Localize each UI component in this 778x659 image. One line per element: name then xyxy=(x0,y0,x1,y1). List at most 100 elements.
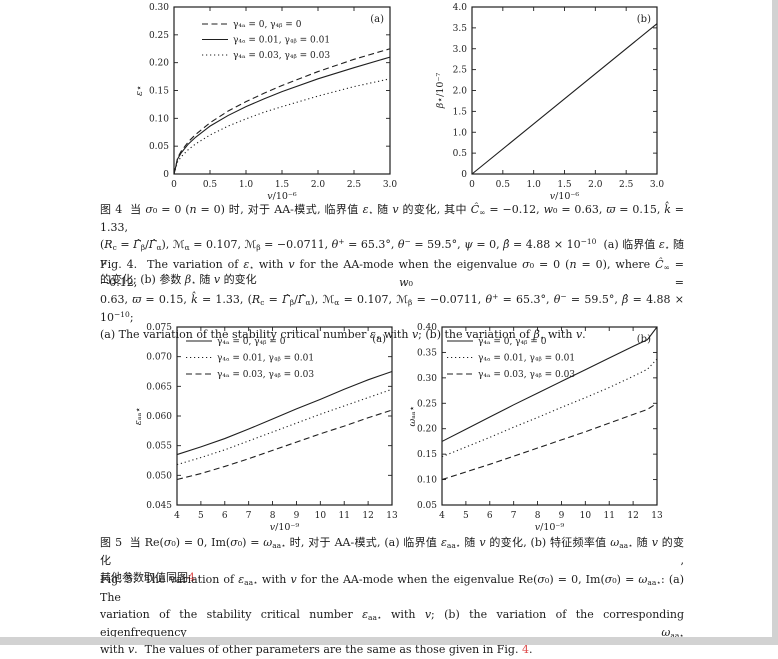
fig4-reference-link[interactable]: 4 xyxy=(188,571,195,584)
y-tick-label: 0.15 xyxy=(149,87,169,97)
legend-label: γ₄ₐ = 0.03, γ₄ᵦ = 0.03 xyxy=(217,370,314,380)
y-tick-label: 0.15 xyxy=(417,450,437,460)
legend: γ₄ₐ = 0, γ₄ᵦ = 0 γ₄ₐ = 0.01, γ₄ᵦ = 0.01 γ₄… xyxy=(447,337,575,380)
y-tick-label: 0.10 xyxy=(149,114,169,124)
series-dashed xyxy=(176,409,393,481)
y-tick-label: 0.065 xyxy=(146,382,172,392)
caption-line: (a) The variation of the stability criti… xyxy=(100,328,586,342)
x-tick-label: 7 xyxy=(246,511,252,521)
figure4-panel-b-chart: 0 0.5 1.0 1.5 2.0 2.5 3.0 0 0.5 1.0 1.5 2.0 2.5 3.0 3.… xyxy=(435,3,665,200)
y-tick-label: 3.0 xyxy=(453,45,468,55)
y-axis-label: εₐₐ⋆ xyxy=(133,407,144,425)
legend-label: γ₄ₐ = 0, γ₄ᵦ = 0 xyxy=(217,337,286,347)
figure5-caption-chinese: 图 5 当 Re(σ₀) = 0, Im(σ₀) = ωaa⋆ 时, 对于 AA… xyxy=(100,534,684,587)
y-tick-label: 2.0 xyxy=(453,87,468,97)
x-tick-label: 10 xyxy=(315,511,327,521)
x-tick-label: 0 xyxy=(469,180,475,190)
x-tick-label: 9 xyxy=(559,511,565,521)
y-tick-label: 0.050 xyxy=(146,471,172,481)
plot-frame xyxy=(173,6,391,175)
y-tick-label: 0.075 xyxy=(146,323,172,333)
caption-line: 图 5 当 Re(σ₀) = 0, Im(σ₀) = ωaa⋆ 时, 对于 AA… xyxy=(100,536,685,567)
y-tick-label: 0.055 xyxy=(146,442,172,452)
figure4-panel-a-chart: 0 0.5 1.0 1.5 2.0 2.5 3.0 0 0.05 0.10 0.15 0.20 0.25… xyxy=(134,3,397,200)
series-solid xyxy=(176,370,393,456)
y-tick-label: 0.05 xyxy=(417,501,437,511)
x-axis-label: v/10⁻⁶ xyxy=(267,191,297,200)
y-tick-label: 0.070 xyxy=(146,353,172,363)
legend-label: γ₄ₐ = 0, γ₄ᵦ = 0 xyxy=(233,20,302,30)
x-tick-label: 2.0 xyxy=(588,180,603,190)
x-tick-label: 0.5 xyxy=(203,180,218,190)
x-tick-label: 6 xyxy=(487,511,493,521)
x-tick-label: 4 xyxy=(174,511,180,521)
figure5-panel-a-chart: 4 5 6 7 8 9 10 11 12 13 0.045 0.050 0.055 0.060 0.065 0… xyxy=(133,323,398,532)
viewer-edge-right xyxy=(772,0,778,645)
caption-line: (Rc = Γ̂β/Γ̂α), ℳα = 0.107, ℳβ = −0.0711… xyxy=(100,237,684,269)
legend: γ₄ₐ = 0, γ₄ᵦ = 0 γ₄ₐ = 0.01, γ₄ᵦ = 0.01 γ₄… xyxy=(186,337,314,380)
x-tick-label: 9 xyxy=(294,511,300,521)
x-axis-label: v/10⁻⁹ xyxy=(270,522,300,532)
x-tick-label: 8 xyxy=(535,511,541,521)
y-tick-label: 0.045 xyxy=(146,501,172,511)
series-dotted xyxy=(176,388,393,466)
panel-label: (b) xyxy=(637,14,651,25)
caption-line: 图 4 当 σ₀ = 0 (n = 0) 时, 对于 AA-模式, 临界值 ε⋆… xyxy=(100,203,685,234)
x-tick-label: 2.5 xyxy=(347,180,362,190)
x-tick-label: 10 xyxy=(580,511,592,521)
x-tick-label: 1.5 xyxy=(275,180,290,190)
y-axis-label: ε⋆ xyxy=(134,85,145,96)
series-dotted xyxy=(441,358,658,458)
y-tick-label: 2.5 xyxy=(453,66,468,76)
y-tick-label: 0.40 xyxy=(417,323,437,333)
figure4-caption-chinese: 图 4 当 σ₀ = 0 (n = 0) 时, 对于 AA-模式, 临界值 ε⋆… xyxy=(100,201,684,289)
y-tick-label: 0.35 xyxy=(417,348,437,358)
tick-labels: 0 0.5 1.0 1.5 2.0 2.5 3.0 0 0.5 1.0 1.5 2.0 2.5 3.0 3.… xyxy=(453,3,665,190)
caption-line: Fig. 5. The variation of εaa⋆ with v for… xyxy=(100,573,685,604)
caption-line: 其他参数取值同图4 xyxy=(100,571,195,584)
x-tick-label: 3.0 xyxy=(650,180,665,190)
panel-label: (a) xyxy=(372,334,386,345)
axis-ticks xyxy=(471,6,658,175)
x-tick-label: 12 xyxy=(362,511,373,521)
y-tick-label: 1.0 xyxy=(453,128,468,138)
figure5-panel-b-chart: 4 5 6 7 8 9 10 11 12 13 0.05 0.10 0.15 0.20 0.25 0.30 0.… xyxy=(407,323,663,532)
y-tick-label: 0.5 xyxy=(453,149,468,159)
x-tick-label: 11 xyxy=(338,511,349,521)
x-tick-label: 7 xyxy=(511,511,517,521)
y-tick-label: 0.05 xyxy=(149,142,169,152)
tick-labels: 4 5 6 7 8 9 10 11 12 13 0.05 0.10 0.15 0.20 0.25 0.30 0.… xyxy=(417,323,663,521)
x-tick-label: 3.0 xyxy=(383,180,398,190)
x-tick-label: 12 xyxy=(627,511,638,521)
y-tick-label: 0.30 xyxy=(149,3,169,13)
tick-labels: 0 0.5 1.0 1.5 2.0 2.5 3.0 0 0.05 0.10 0.15 0.20 0.25… xyxy=(149,3,397,190)
axis-ticks xyxy=(441,326,658,506)
x-tick-label: 2.5 xyxy=(619,180,634,190)
axis-ticks xyxy=(173,6,391,175)
plot-frame xyxy=(441,326,658,506)
legend-label: γ₄ₐ = 0.01, γ₄ᵦ = 0.01 xyxy=(478,354,575,364)
series-dashed xyxy=(173,48,391,175)
series-solid xyxy=(471,23,658,175)
x-tick-label: 13 xyxy=(386,511,398,521)
y-tick-label: 0 xyxy=(163,170,169,180)
paper-page: 0 0.5 1.0 1.5 2.0 2.5 3.0 0 0.05 0.10 0.15 0.20 0.25… xyxy=(100,3,685,656)
series-solid xyxy=(441,326,658,442)
x-tick-label: 0 xyxy=(171,180,177,190)
panel-label: (b) xyxy=(637,334,651,345)
caption-line: 0.63, ϖ = 0.15, k̂ = 1.33, (Rc = Γ̂β/Γ̂α… xyxy=(100,292,684,324)
x-axis-label: v/10⁻⁶ xyxy=(550,191,580,200)
x-axis-label: v/10⁻⁹ xyxy=(535,522,565,532)
legend: γ₄ₐ = 0, γ₄ᵦ = 0 γ₄ₐ = 0.01, γ₄ᵦ = 0.01 γ₄… xyxy=(202,20,330,61)
y-tick-label: 0 xyxy=(461,170,467,180)
x-tick-label: 8 xyxy=(270,511,276,521)
x-tick-label: 1.0 xyxy=(239,180,254,190)
caption-line: Fig. 4. The variation of ε⋆ with v for t… xyxy=(100,258,685,289)
x-tick-label: 5 xyxy=(463,511,469,521)
y-axis-label: ωₐₐ⋆ xyxy=(407,405,418,426)
tick-labels: 4 5 6 7 8 9 10 11 12 13 0.045 0.050 0.055 0.060 0.065 0… xyxy=(146,323,398,521)
x-tick-label: 4 xyxy=(439,511,445,521)
y-tick-label: 1.5 xyxy=(453,107,468,117)
y-tick-label: 4.0 xyxy=(453,3,468,13)
legend-label: γ₄ₐ = 0, γ₄ᵦ = 0 xyxy=(478,337,547,347)
